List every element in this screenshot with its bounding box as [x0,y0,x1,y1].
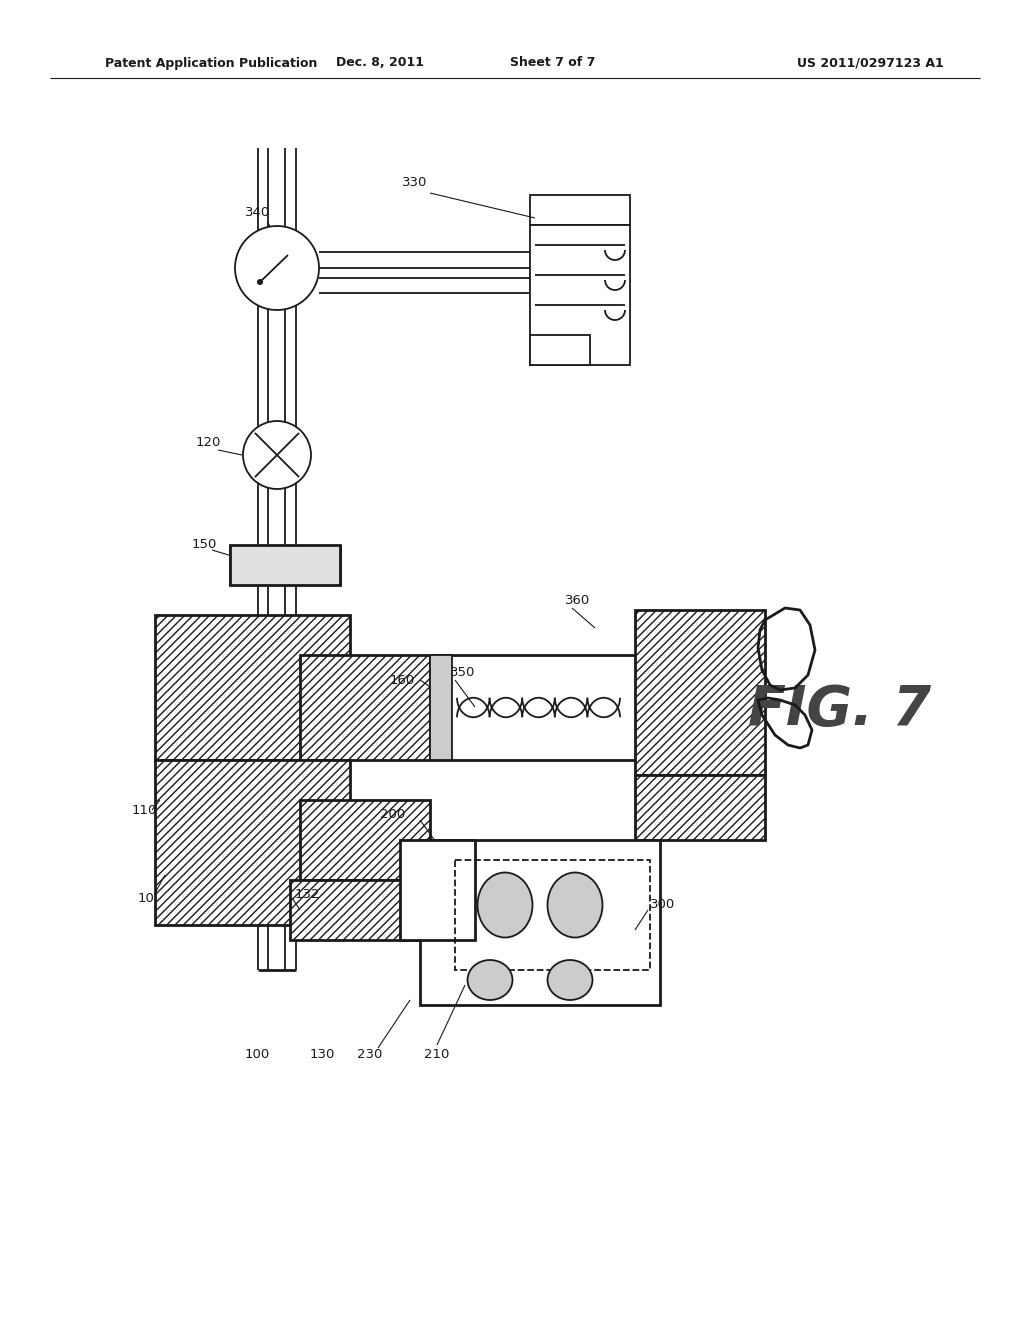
Bar [290,880,430,940]
Bar [430,655,452,760]
Bar [635,775,765,840]
Bar [400,840,475,940]
Ellipse shape [548,960,593,1001]
Circle shape [243,421,311,488]
Text: Dec. 8, 2011: Dec. 8, 2011 [336,57,424,70]
Text: 330: 330 [402,176,428,189]
Text: 340: 340 [246,206,270,219]
Bar [155,615,350,760]
Text: Patent Application Publication: Patent Application Publication [105,57,317,70]
Bar [300,800,430,880]
Bar [420,840,660,1005]
Bar [230,545,340,585]
Text: 210: 210 [424,1048,450,1061]
Circle shape [234,226,319,310]
Text: 10: 10 [138,891,155,904]
Text: 110: 110 [132,804,158,817]
Text: 300: 300 [650,899,675,912]
Text: 100: 100 [245,1048,269,1061]
Text: 150: 150 [193,539,217,552]
Text: 350: 350 [450,665,475,678]
Ellipse shape [468,960,512,1001]
Text: 200: 200 [380,808,406,821]
Text: 360: 360 [565,594,590,606]
Text: Sheet 7 of 7: Sheet 7 of 7 [510,57,596,70]
Text: 230: 230 [357,1048,383,1061]
Text: FIG. 7: FIG. 7 [749,682,932,737]
Bar [455,861,650,970]
Bar [300,655,430,760]
Ellipse shape [548,873,602,937]
Text: US 2011/0297123 A1: US 2011/0297123 A1 [797,57,943,70]
Bar [530,195,630,224]
Text: 120: 120 [196,437,221,450]
Bar [155,760,350,925]
Text: 132: 132 [295,888,321,902]
Text: 130: 130 [309,1048,335,1061]
Bar [530,335,590,366]
Ellipse shape [477,873,532,937]
Bar [635,610,765,775]
Bar [530,224,630,366]
Circle shape [257,279,263,285]
Text: 160: 160 [390,673,415,686]
